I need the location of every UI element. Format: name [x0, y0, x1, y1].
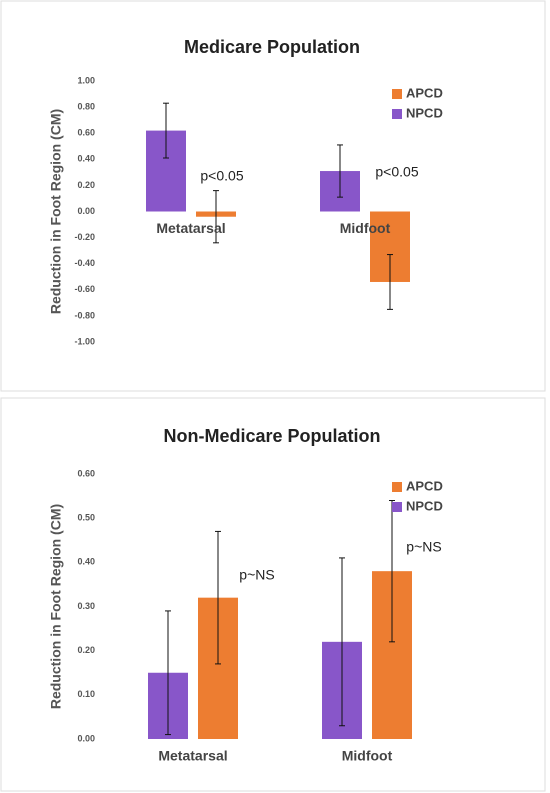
panel: [0, 0, 546, 392]
annotation: p<0.05: [375, 164, 418, 180]
annotation: p<0.05: [200, 168, 243, 184]
y-tick-label: 0.00: [77, 733, 95, 743]
y-axis-label: Reduction in Foot Region (CM): [48, 504, 64, 709]
annotation: p~NS: [239, 567, 274, 583]
y-tick-label: -0.20: [74, 232, 95, 242]
x-tick-label: Metatarsal: [156, 220, 225, 236]
error-bar: [165, 610, 171, 736]
y-tick-label: 0.00: [77, 206, 95, 216]
legend-label: NPCD: [406, 105, 443, 120]
legend-swatch: [392, 109, 402, 119]
error-bar: [337, 144, 343, 198]
y-tick-label: 0.20: [77, 180, 95, 190]
legend-swatch: [392, 482, 402, 492]
y-tick-label: -0.80: [74, 310, 95, 320]
x-tick-label: Midfoot: [340, 220, 391, 236]
y-tick-label: -0.60: [74, 284, 95, 294]
x-tick-label: Midfoot: [342, 748, 393, 764]
legend-label: APCD: [406, 85, 443, 100]
error-bar: [339, 557, 345, 727]
annotation: p~NS: [406, 539, 441, 555]
legend-label: NPCD: [406, 498, 443, 513]
y-tick-label: -1.00: [74, 336, 95, 346]
error-bar: [389, 500, 395, 643]
error-bar: [215, 530, 221, 665]
chart-title: Non-Medicare Population: [163, 426, 380, 446]
error-bar: [213, 190, 219, 244]
y-tick-label: 0.40: [77, 154, 95, 164]
y-tick-label: 0.50: [77, 513, 95, 523]
panel: [0, 397, 546, 792]
y-tick-label: 0.40: [77, 557, 95, 567]
legend-label: APCD: [406, 478, 443, 493]
y-tick-label: 1.00: [77, 75, 95, 85]
error-bar: [163, 102, 169, 159]
y-axis-label: Reduction in Foot Region (CM): [48, 109, 64, 314]
x-tick-label: Metatarsal: [158, 748, 227, 764]
chart-title: Medicare Population: [184, 37, 360, 57]
y-tick-label: 0.20: [77, 645, 95, 655]
legend-swatch: [392, 89, 402, 99]
y-tick-label: 0.60: [77, 128, 95, 138]
y-tick-label: 0.80: [77, 101, 95, 111]
y-tick-label: 0.10: [77, 689, 95, 699]
error-bar: [387, 254, 393, 310]
y-tick-label: 0.30: [77, 601, 95, 611]
y-tick-label: -0.40: [74, 258, 95, 268]
y-tick-label: 0.60: [77, 468, 95, 478]
legend-swatch: [392, 502, 402, 512]
